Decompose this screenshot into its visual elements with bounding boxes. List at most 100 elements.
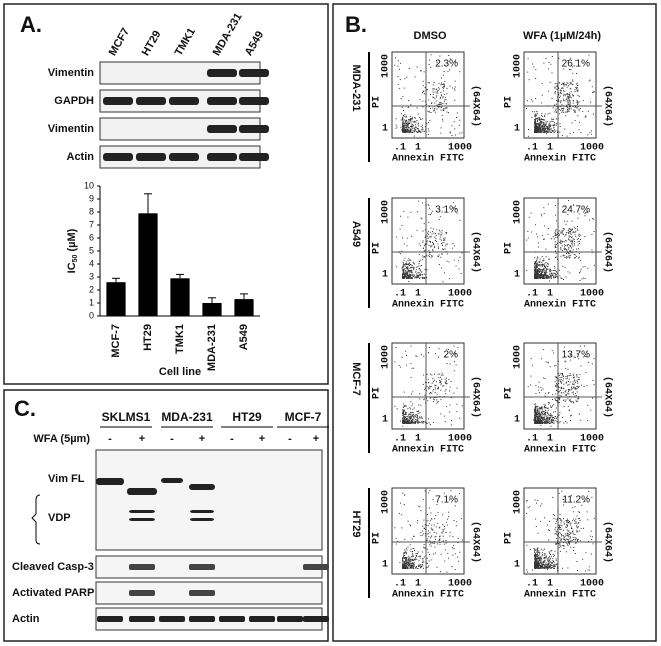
- event-dot: [407, 557, 408, 558]
- axis-text: (64X64): [469, 376, 481, 418]
- event-dot: [538, 117, 539, 118]
- event-dot: [537, 270, 538, 271]
- event-dot: [443, 90, 444, 91]
- panel-label: A.: [20, 12, 42, 37]
- event-dot: [570, 255, 571, 256]
- event-dot: [406, 414, 407, 415]
- event-dot: [541, 123, 542, 124]
- event-dot: [416, 414, 417, 415]
- event-dot: [424, 274, 425, 275]
- event-dot: [535, 116, 536, 117]
- event-dot: [559, 537, 560, 538]
- event-dot: [569, 396, 570, 397]
- event-dot: [430, 94, 431, 95]
- event-dot: [559, 415, 560, 416]
- event-dot: [570, 103, 571, 104]
- event-dot: [429, 386, 430, 387]
- event-dot: [409, 68, 410, 69]
- event-dot: [422, 202, 423, 203]
- event-dot: [549, 560, 550, 561]
- event-dot: [572, 251, 573, 252]
- event-dot: [404, 273, 405, 274]
- event-dot: [568, 520, 569, 521]
- event-dot: [566, 234, 567, 235]
- event-dot: [433, 399, 434, 400]
- event-dot: [428, 566, 429, 567]
- event-dot: [434, 399, 435, 400]
- event-dot: [578, 523, 579, 524]
- event-dot: [573, 132, 574, 133]
- event-dot: [588, 111, 589, 112]
- event-dot: [561, 277, 562, 278]
- event-dot: [548, 68, 549, 69]
- event-dot: [568, 230, 569, 231]
- event-dot: [422, 422, 423, 423]
- event-dot: [540, 126, 541, 127]
- event-dot: [410, 132, 411, 133]
- event-dot: [548, 561, 549, 562]
- event-dot: [577, 527, 578, 528]
- event-dot: [528, 129, 529, 130]
- event-dot: [402, 96, 403, 97]
- event-dot: [454, 361, 455, 362]
- event-dot: [423, 231, 424, 232]
- event-dot: [424, 395, 425, 396]
- event-dot: [527, 572, 528, 573]
- event-dot: [580, 239, 581, 240]
- event-dot: [459, 220, 460, 221]
- event-dot: [411, 126, 412, 127]
- event-dot: [580, 260, 581, 261]
- event-dot: [535, 78, 536, 79]
- event-dot: [435, 92, 436, 93]
- event-dot: [572, 252, 573, 253]
- event-dot: [418, 404, 419, 405]
- event-dot: [578, 398, 579, 399]
- event-dot: [405, 420, 406, 421]
- event-dot: [405, 564, 406, 565]
- event-dot: [539, 554, 540, 555]
- event-dot: [579, 122, 580, 123]
- event-dot: [406, 117, 407, 118]
- event-dot: [405, 552, 406, 553]
- event-dot: [439, 89, 440, 90]
- event-dot: [547, 420, 548, 421]
- axis-text: 1000: [580, 143, 604, 154]
- event-dot: [534, 276, 535, 277]
- y-tick-label: 1: [89, 297, 94, 307]
- bar: [106, 282, 125, 316]
- event-dot: [406, 264, 407, 265]
- event-dot: [549, 556, 550, 557]
- event-dot: [571, 389, 572, 390]
- event-dot: [455, 87, 456, 88]
- event-dot: [563, 392, 564, 393]
- event-dot: [566, 99, 567, 100]
- event-dot: [396, 118, 397, 119]
- event-dot: [428, 552, 429, 553]
- event-dot: [406, 127, 407, 128]
- event-dot: [440, 413, 441, 414]
- event-dot: [434, 109, 435, 110]
- event-dot: [452, 88, 453, 89]
- event-dot: [437, 388, 438, 389]
- event-dot: [418, 266, 419, 267]
- event-dot: [425, 402, 426, 403]
- event-dot: [410, 525, 411, 526]
- event-dot: [553, 273, 554, 274]
- axis-text: Annexin FITC: [392, 153, 464, 165]
- event-dot: [537, 123, 538, 124]
- event-dot: [442, 84, 443, 85]
- event-dot: [548, 228, 549, 229]
- event-dot: [551, 273, 552, 274]
- event-dot: [578, 248, 579, 249]
- event-dot: [447, 525, 448, 526]
- event-dot: [555, 215, 556, 216]
- event-dot: [403, 211, 404, 212]
- event-dot: [561, 379, 562, 380]
- event-dot: [554, 238, 555, 239]
- event-dot: [561, 382, 562, 383]
- event-dot: [564, 236, 565, 237]
- event-dot: [429, 554, 430, 555]
- axis-text: 1: [415, 143, 421, 154]
- event-dot: [573, 386, 574, 387]
- event-dot: [560, 527, 561, 528]
